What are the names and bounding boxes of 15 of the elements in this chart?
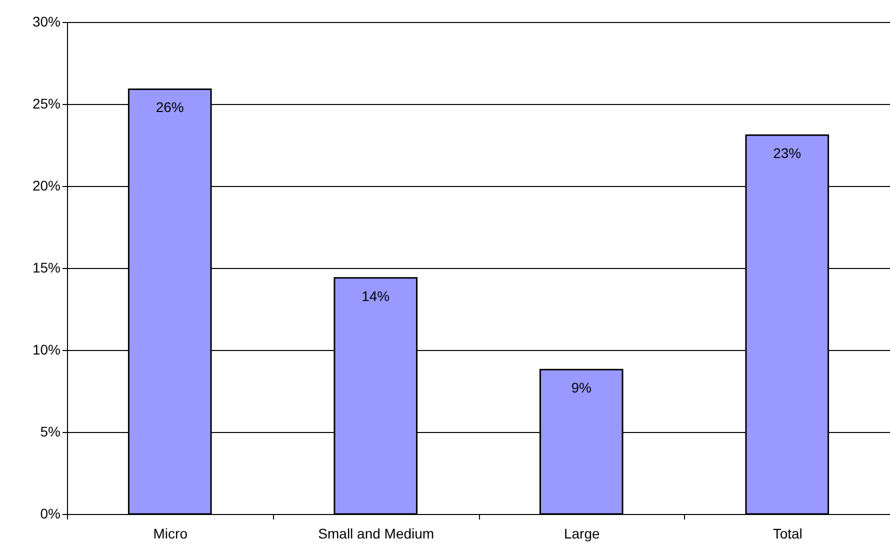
- y-tick-label: 20%: [32, 178, 60, 194]
- data-label: 23%: [773, 145, 802, 162]
- x-tick-label: Small and Medium: [318, 526, 434, 542]
- y-tick-label: 30%: [32, 14, 60, 30]
- y-tick-label: 0%: [40, 506, 60, 522]
- x-tick-label: Total: [772, 526, 802, 542]
- data-label: 26%: [156, 99, 184, 116]
- y-tick-label: 15%: [32, 260, 60, 276]
- data-label: 14%: [362, 288, 390, 304]
- x-tick-label: Large: [564, 526, 600, 542]
- x-tick-label: Micro: [153, 526, 188, 542]
- y-tick-label: 5%: [40, 424, 60, 440]
- y-tick-label: 25%: [32, 96, 60, 112]
- y-tick-label: 10%: [32, 342, 60, 358]
- data-label: 9%: [571, 380, 592, 396]
